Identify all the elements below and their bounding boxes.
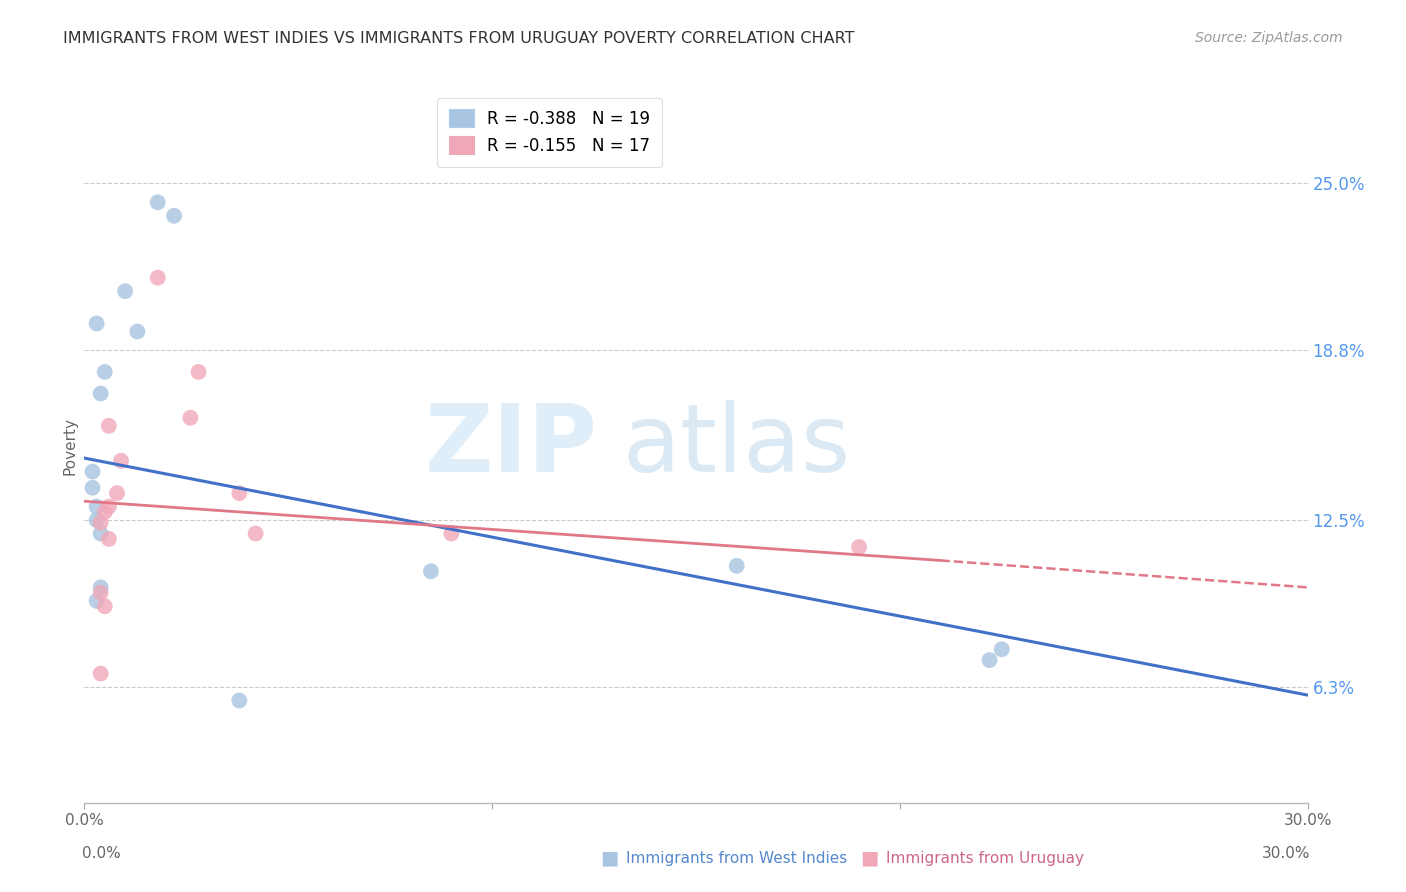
Point bbox=[93, 505, 115, 519]
Point bbox=[245, 526, 267, 541]
Point bbox=[82, 465, 104, 479]
Point bbox=[86, 317, 108, 331]
Point bbox=[228, 693, 250, 707]
Point bbox=[90, 516, 112, 530]
Text: Source: ZipAtlas.com: Source: ZipAtlas.com bbox=[1195, 31, 1343, 45]
Point bbox=[146, 270, 169, 285]
Text: ■: ■ bbox=[600, 848, 619, 868]
Point bbox=[146, 195, 169, 210]
Point bbox=[440, 526, 463, 541]
Point bbox=[725, 558, 748, 573]
Text: 30.0%: 30.0% bbox=[1261, 846, 1310, 861]
Point bbox=[979, 653, 1001, 667]
Point bbox=[105, 486, 128, 500]
Point bbox=[86, 513, 108, 527]
Point bbox=[114, 284, 136, 298]
Text: Immigrants from West Indies: Immigrants from West Indies bbox=[626, 851, 846, 865]
Legend: R = -0.388   N = 19, R = -0.155   N = 17: R = -0.388 N = 19, R = -0.155 N = 17 bbox=[437, 97, 661, 167]
Point bbox=[97, 418, 120, 433]
Point bbox=[93, 365, 115, 379]
Point bbox=[93, 599, 115, 614]
Point bbox=[90, 580, 112, 594]
Point bbox=[90, 586, 112, 600]
Y-axis label: Poverty: Poverty bbox=[62, 417, 77, 475]
Point bbox=[991, 642, 1014, 657]
Text: ■: ■ bbox=[860, 848, 879, 868]
Point bbox=[163, 209, 186, 223]
Point bbox=[179, 410, 201, 425]
Point bbox=[90, 666, 112, 681]
Point bbox=[127, 325, 149, 339]
Text: IMMIGRANTS FROM WEST INDIES VS IMMIGRANTS FROM URUGUAY POVERTY CORRELATION CHART: IMMIGRANTS FROM WEST INDIES VS IMMIGRANT… bbox=[63, 31, 855, 46]
Text: ZIP: ZIP bbox=[425, 400, 598, 492]
Point bbox=[86, 594, 108, 608]
Point bbox=[97, 500, 120, 514]
Point bbox=[86, 500, 108, 514]
Point bbox=[110, 454, 132, 468]
Text: 0.0%: 0.0% bbox=[82, 846, 121, 861]
Point bbox=[187, 365, 209, 379]
Point bbox=[90, 386, 112, 401]
Point bbox=[97, 532, 120, 546]
Point bbox=[90, 526, 112, 541]
Point bbox=[82, 481, 104, 495]
Text: atlas: atlas bbox=[623, 400, 851, 492]
Point bbox=[228, 486, 250, 500]
Point bbox=[848, 540, 870, 554]
Point bbox=[420, 564, 443, 578]
Text: Immigrants from Uruguay: Immigrants from Uruguay bbox=[886, 851, 1084, 865]
